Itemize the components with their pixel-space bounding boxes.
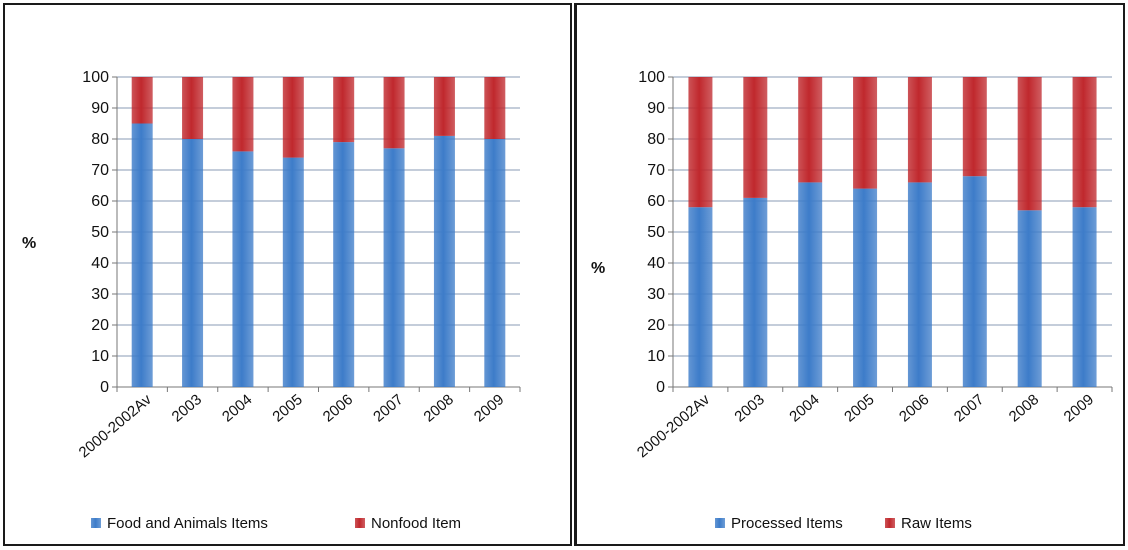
bar-processed-items-2008 [1017, 210, 1042, 387]
bar-raw-items-2005 [853, 77, 878, 189]
x-tick-label: 2008 [1006, 391, 1042, 425]
bar-food-and-animals-items-2007 [383, 148, 405, 387]
bar-nonfood-item-2009 [484, 77, 506, 139]
y-tick-label: 0 [656, 379, 665, 396]
bar-food-and-animals-items-2009 [484, 139, 506, 387]
x-tick-label: 2000-2002Av [76, 391, 155, 462]
y-tick-label: 70 [91, 162, 109, 179]
y-tick-label: 70 [647, 162, 665, 179]
x-tick-label: 2003 [169, 391, 205, 425]
bar-raw-items-2007 [962, 77, 987, 177]
y-tick-label: 100 [638, 69, 665, 86]
y-tick-label: 60 [91, 193, 109, 210]
y-tick-label: 10 [647, 348, 665, 365]
x-tick-label: 2009 [1061, 391, 1097, 425]
x-tick-label: 2009 [471, 391, 507, 425]
y-tick-label: 40 [91, 255, 109, 272]
y-axis-label: % [22, 235, 36, 252]
bar-food-and-animals-items-2004 [232, 151, 254, 387]
x-tick-label: 2003 [731, 391, 767, 425]
bar-nonfood-item-2005 [282, 77, 304, 158]
bar-nonfood-item-2004 [232, 77, 254, 152]
y-axis-label: % [591, 260, 605, 277]
bar-raw-items-2006 [907, 77, 932, 183]
y-tick-label: 80 [647, 131, 665, 148]
x-tick-label: 2005 [841, 391, 877, 425]
y-tick-label: 10 [91, 348, 109, 365]
x-tick-label: 2004 [219, 391, 255, 425]
y-tick-label: 50 [91, 224, 109, 241]
y-tick-label: 80 [91, 131, 109, 148]
bar-processed-items-2000-2002av [688, 207, 713, 387]
x-tick-label: 2004 [786, 391, 822, 425]
legend-swatch-raw-items [885, 518, 895, 528]
bar-nonfood-item-2006 [333, 77, 355, 143]
bar-food-and-animals-items-2003 [182, 139, 204, 387]
y-tick-label: 40 [647, 255, 665, 272]
bar-food-and-animals-items-2006 [333, 142, 355, 387]
legend-swatch-food-and-animals-items [91, 518, 101, 528]
chart-left-svg: 0 10 20 30 40 50 60 70 80 90 100% 2000-2002Av 2003 20… [22, 69, 521, 532]
y-tick-label: 60 [647, 193, 665, 210]
x-tick-label: 2006 [320, 391, 356, 425]
y-tick-label: 90 [647, 100, 665, 117]
bar-processed-items-2006 [907, 182, 932, 387]
bar-raw-items-2003 [743, 77, 768, 198]
bar-processed-items-2009 [1072, 207, 1097, 387]
x-tick-label: 2007 [370, 391, 406, 425]
bar-raw-items-2009 [1072, 77, 1097, 208]
chart-panel-left: 0 10 20 30 40 50 60 70 80 90 100% 2000-2002Av 2003 20… [3, 3, 572, 546]
bar-raw-items-2004 [798, 77, 823, 183]
y-tick-label: 30 [91, 286, 109, 303]
chart-panel-right: 0 10 20 30 40 50 60 70 80 90 100% 2000-2002Av 2003 20… [574, 3, 1125, 546]
y-tick-label: 90 [91, 100, 109, 117]
legend-swatch-processed-items [715, 518, 725, 528]
bar-nonfood-item-2000-2002av [131, 77, 153, 124]
y-tick-label: 30 [647, 286, 665, 303]
bar-food-and-animals-items-2000-2002av [131, 123, 153, 387]
x-tick-label: 2006 [896, 391, 932, 425]
bar-processed-items-2007 [962, 176, 987, 387]
x-tick-label: 2008 [421, 391, 457, 425]
legend-label-food-and-animals-items: Food and Animals Items [107, 515, 268, 532]
bar-nonfood-item-2003 [182, 77, 204, 139]
bar-food-and-animals-items-2008 [433, 135, 455, 387]
x-tick-label: 2000-2002Av [634, 391, 713, 462]
bar-processed-items-2004 [798, 182, 823, 387]
y-tick-label: 50 [647, 224, 665, 241]
y-tick-label: 20 [647, 317, 665, 334]
legend-swatch-nonfood-item [355, 518, 365, 528]
x-tick-label: 2005 [269, 391, 305, 425]
bar-food-and-animals-items-2005 [282, 157, 304, 387]
y-tick-label: 100 [82, 69, 109, 86]
chart-right-svg: 0 10 20 30 40 50 60 70 80 90 100% 2000-2002Av 2003 20… [591, 69, 1113, 532]
x-tick-label: 2007 [951, 391, 987, 425]
bar-processed-items-2003 [743, 197, 768, 387]
y-tick-label: 20 [91, 317, 109, 334]
bar-raw-items-2000-2002av [688, 77, 713, 208]
legend-label-raw-items: Raw Items [901, 515, 972, 532]
bar-raw-items-2008 [1017, 77, 1042, 211]
bar-nonfood-item-2007 [383, 77, 405, 149]
bar-nonfood-item-2008 [433, 77, 455, 136]
legend-label-processed-items: Processed Items [731, 515, 843, 532]
y-tick-label: 0 [100, 379, 109, 396]
legend-label-nonfood-item: Nonfood Item [371, 515, 461, 532]
bar-processed-items-2005 [853, 188, 878, 387]
